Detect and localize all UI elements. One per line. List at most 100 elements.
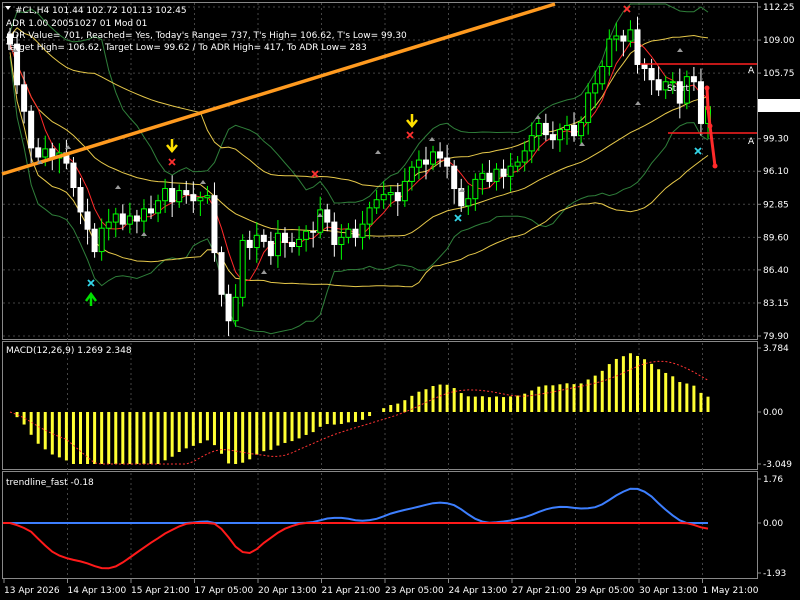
candle-body (289, 241, 296, 248)
candle-body (444, 157, 451, 167)
candle-body (239, 239, 246, 298)
candle-body (225, 293, 232, 322)
time-tick-label: 1 May 21:00 (703, 586, 759, 596)
fractal-marker (459, 188, 465, 192)
chart-header: #CL,H4 101.44 102.72 101.13 102.45 ADR 1… (5, 6, 407, 488)
candle-body (535, 122, 542, 137)
fractal-marker (115, 185, 121, 189)
candle-body (253, 234, 260, 249)
candle-body (599, 65, 606, 85)
candle-body (662, 81, 669, 91)
candle-body (458, 188, 465, 207)
grid (3, 3, 757, 578)
fractal-marker (65, 145, 71, 149)
candle-body (394, 192, 401, 202)
dropdown-triangle-icon[interactable] (5, 6, 11, 10)
adr-line: ADR 1.00 20051027 01 Mod 01 (6, 19, 147, 29)
candle-body (246, 239, 253, 249)
price-tick-label: 105.75 (763, 69, 795, 79)
band-outer-lower (9, 56, 709, 335)
candle-body (585, 92, 592, 123)
price-tick-label: 79.90 (763, 332, 789, 342)
candle-body (218, 252, 225, 295)
time-tick-label: 14 Apr 13:00 (68, 586, 127, 596)
candle-body (690, 76, 697, 83)
macd-title: MACD(12,26,9) 1.269 2.348 (6, 346, 132, 356)
candle-body (380, 194, 387, 201)
candle-body (465, 198, 472, 207)
price-tick-label: 83.15 (763, 299, 789, 309)
candle-body (422, 159, 429, 165)
candle-body (281, 232, 288, 243)
indicator-bands (9, 3, 709, 335)
candle-body (620, 35, 627, 42)
fractal-marker (677, 48, 683, 52)
candle-body (77, 187, 84, 213)
red-x-marker (311, 170, 319, 178)
candle-body (119, 213, 126, 225)
price-tick-label: 109.00 (763, 36, 795, 46)
target-line: Target High= 106.62, Target Low= 99.62 /… (5, 43, 367, 53)
candle-body (669, 81, 676, 84)
time-axis: 13 Apr 2026 14 Apr 13:00 15 Apr 21:00 17 Ap… (3, 579, 759, 596)
orange-trendline[interactable] (1, 2, 556, 176)
candle-body (112, 213, 119, 223)
candle-body (232, 296, 239, 322)
fractal-marker (141, 232, 147, 236)
candle-body (563, 124, 570, 131)
macd-signal-line (9, 360, 709, 465)
candle-body (274, 232, 281, 257)
trendline-axis: 1.76 0.00 -1.93 (757, 475, 786, 579)
candle-body (331, 221, 338, 245)
time-tick-label: 24 Apr 13:00 (449, 586, 508, 596)
trend-tick-label: 0.00 (763, 519, 783, 529)
candle-body (373, 199, 380, 209)
macd-tick-label: -3.049 (763, 460, 792, 470)
cyan-x-marker (694, 147, 702, 155)
candle-body (317, 209, 324, 233)
level-a-label-low: A (748, 137, 755, 147)
candle-body (133, 215, 140, 222)
candle-body (140, 208, 147, 222)
candle-body (627, 29, 634, 42)
trendline-red (9, 522, 709, 570)
price-tick-label: 86.40 (763, 266, 789, 276)
macd-panel[interactable] (2, 341, 758, 470)
candle-body (169, 188, 176, 203)
price-axis: 112.25 109.00 105.75 99.30 96.10 92.85 89.60 86… (757, 3, 795, 342)
candle-body (634, 29, 641, 65)
candle-body (528, 135, 535, 152)
candle-body (197, 197, 204, 202)
candle-body (28, 110, 35, 149)
red-x-marker (406, 131, 414, 139)
zigzag-points (704, 85, 718, 169)
red-x-marker (623, 5, 631, 13)
fast-ma (9, 41, 709, 282)
candle-body (493, 168, 500, 182)
candle-body (14, 43, 21, 86)
candle-body (437, 151, 444, 159)
time-tick-label: 20 Apr 13:00 (258, 586, 317, 596)
candle-body (183, 190, 190, 196)
target-levels[interactable]: A A Start (640, 63, 757, 147)
trendline-panel[interactable] (2, 471, 758, 579)
time-tick-label: 21 Apr 21:00 (322, 586, 381, 596)
candle-body (260, 234, 267, 242)
candle-body (387, 192, 394, 196)
candle-body (176, 190, 183, 203)
candle-body (155, 200, 162, 214)
candle-body (676, 81, 683, 104)
price-tick-label: 96.10 (763, 167, 789, 177)
band-middle (9, 43, 709, 237)
symbol-line: #CL,H4 101.44 102.72 101.13 102.45 (15, 6, 187, 16)
trendline-blue (10, 487, 708, 524)
time-tick-label: 29 Apr 05:00 (576, 586, 635, 596)
candle-body (204, 195, 211, 199)
price-candles (7, 16, 711, 336)
fractal-marker (12, 48, 18, 52)
candle-body (571, 124, 578, 137)
candle-body (211, 195, 218, 254)
candle-body (549, 134, 556, 141)
trend-tick-label: 1.76 (763, 475, 783, 485)
